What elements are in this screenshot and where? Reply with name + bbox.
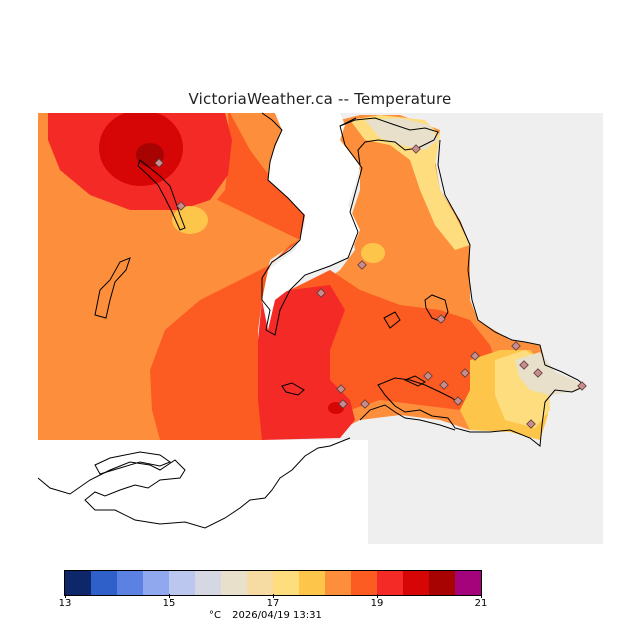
station-marker [453,396,463,406]
legend-swatch [117,571,143,595]
station-marker [336,384,346,394]
legend-tick-label: 19 [370,598,384,609]
legend-swatch [455,571,481,595]
station-marker [526,419,536,429]
water-haro-strait [262,113,360,330]
station-marker [423,371,433,381]
station-marker [519,360,529,370]
water-juan-de-fuca [38,440,368,544]
map-footer: °C 2026/04/19 13:31 [209,610,330,621]
legend-swatch [221,571,247,595]
coastline-south-shore [37,437,351,529]
legend-swatch [325,571,351,595]
coastline-island-center [424,294,449,323]
station-marker [316,288,326,298]
coastlines [37,112,586,529]
station-marker [338,399,348,409]
temperature-map [37,112,603,544]
station-marker [577,381,587,391]
legend-swatch [273,571,299,595]
legend-swatch [91,571,117,595]
legend-tick-mark [377,594,378,598]
station-marker [154,158,164,168]
timestamp: 2026/04/19 13:31 [232,610,322,621]
legend-swatch [65,571,91,595]
coastline-peninsula [339,117,439,166]
legend-swatch [351,571,377,595]
legend-tick-label: 13 [58,598,72,609]
coastline-east-shore [377,139,586,447]
coastline-saanich-arm [137,159,186,231]
legend-tick-mark [481,594,482,598]
coastline-island-west [94,257,131,319]
legend-tick-mark [273,594,274,598]
station-marker [470,351,480,361]
temp-zone-west-yellow-blob [172,206,208,234]
coastline-victoria-harbour [359,404,456,431]
temp-zone-mid-yellow-blob [361,243,385,263]
legend-swatch [377,571,403,595]
legend-swatch [247,571,273,595]
station-marker [439,380,449,390]
temp-zone-ne-cream [365,118,438,150]
legend-tick-mark [65,594,66,598]
station-marker [511,341,521,351]
legend-tick-label: 17 [266,598,280,609]
map-title: VictoriaWeather.ca -- Temperature [188,90,452,108]
coastline-island-small-3 [403,375,426,387]
color-legend [64,570,482,596]
legend-colorbar [64,570,482,596]
legend-tick-mark [169,594,170,598]
coastline-south-inner [94,451,172,475]
legend-swatch [429,571,455,595]
legend-tick-label: 21 [474,598,488,609]
legend-tick-label: 15 [162,598,176,609]
legend-swatch [143,571,169,595]
station-marker [411,144,421,154]
station-marker [360,399,370,409]
temp-zone-west-deep-orange [38,113,305,440]
legend-swatch [195,571,221,595]
station-marker [460,368,470,378]
temp-zone-ne-yellow [350,115,470,250]
coastline-west-east-edge [261,112,363,336]
station-markers [154,144,587,429]
station-marker [533,368,543,378]
legend-unit: °C [209,610,221,621]
legend-swatch [403,571,429,595]
legend-swatch [169,571,195,595]
station-marker [357,260,367,270]
coastline-island-small-1 [383,311,401,329]
station-marker [436,314,446,324]
temp-zone-east-cream [515,352,585,395]
station-marker [176,201,186,211]
coastline-island-small-2 [281,382,305,396]
legend-swatch [299,571,325,595]
temp-zone-east-red [258,285,355,440]
